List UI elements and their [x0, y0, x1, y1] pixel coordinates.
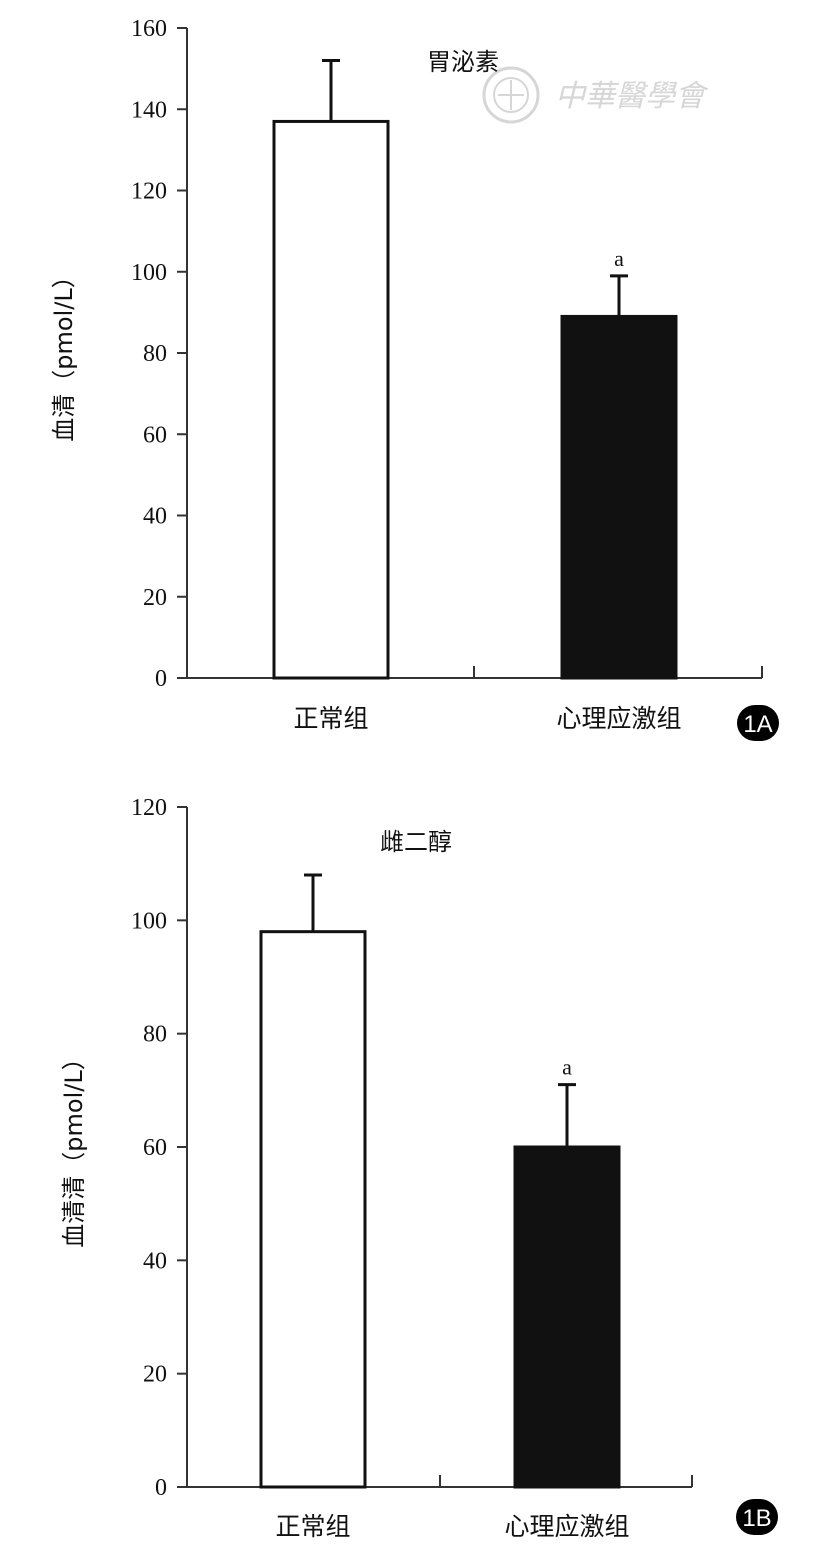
- bar: [272, 119, 390, 680]
- y-axis-label: 血清清（pmol/L）: [60, 1046, 88, 1247]
- watermark-text: 中華醫學會: [555, 79, 709, 114]
- y-tick-label: 80: [143, 341, 167, 367]
- significance-label: a: [562, 1055, 572, 1080]
- y-tick-label: 40: [143, 1248, 167, 1274]
- emblem-seal-icon: [482, 66, 540, 124]
- bar: [513, 1145, 621, 1489]
- y-tick-label: 120: [131, 179, 167, 205]
- y-axis-label: 血清（pmol/L）: [50, 264, 78, 441]
- y-tick-label: 60: [143, 1135, 167, 1161]
- chart-title: 胃泌素: [427, 48, 499, 76]
- panel-badge-label: 1B: [742, 1505, 771, 1532]
- y-tick-label: 100: [131, 260, 167, 286]
- y-tick-label: 160: [131, 16, 167, 42]
- chart-title: 雌二醇: [380, 828, 452, 856]
- category-label: 正常组: [293, 704, 368, 733]
- panel-badge: 1B: [736, 1499, 778, 1535]
- watermark: 中華醫學會: [482, 66, 709, 124]
- category-label: 心理应激组: [504, 1512, 629, 1541]
- category-label: 心理应激组: [556, 704, 681, 733]
- y-tick-label: 20: [143, 1362, 167, 1388]
- y-tick-label: 100: [131, 908, 167, 934]
- y-tick-label: 40: [143, 504, 167, 530]
- panel-badge-shape: [737, 705, 779, 741]
- y-tick-label: 120: [131, 795, 167, 821]
- y-tick-label: 60: [143, 422, 167, 448]
- significance-label: a: [614, 246, 624, 271]
- panel-badge-label: 1A: [743, 711, 772, 738]
- bar: [560, 314, 678, 680]
- y-tick-label: 0: [155, 666, 167, 692]
- category-label: 正常组: [275, 1512, 350, 1541]
- y-tick-label: 20: [143, 585, 167, 611]
- y-tick-label: 140: [131, 97, 167, 123]
- y-tick-label: 80: [143, 1022, 167, 1048]
- y-tick-label: 0: [155, 1475, 167, 1501]
- bar: [259, 930, 367, 1489]
- panel-badge-shape: [736, 1499, 778, 1535]
- panel-1a: 0 20 40 60 80 100 120 140 160 正常组 心理应激组 a 胃泌素血清（pmol…: [50, 16, 779, 741]
- panel-badge: 1A: [737, 705, 779, 741]
